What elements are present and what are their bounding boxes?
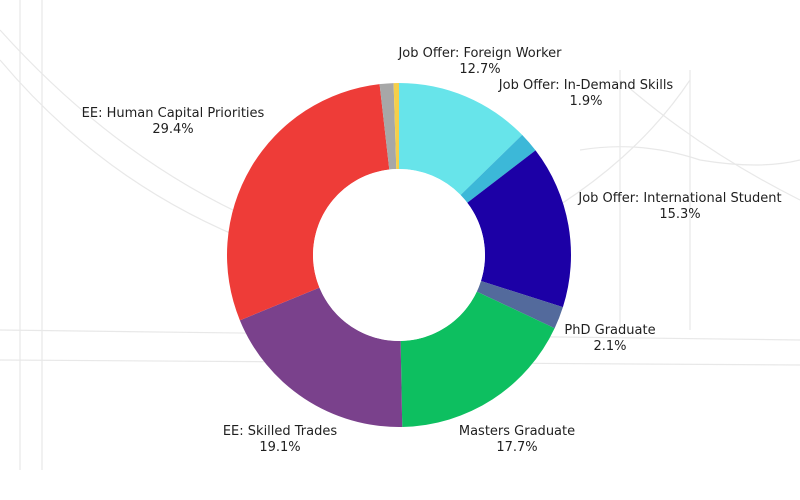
slice-value-phd-graduate: 2.1%: [593, 339, 626, 354]
slice-value-masters-graduate: 17.7%: [496, 440, 537, 455]
slice-label-masters-graduate: Masters Graduate: [459, 424, 575, 439]
slice-label-ee-skilled-trades: EE: Skilled Trades: [223, 424, 338, 439]
slice-job-offer-international-student: [467, 150, 572, 308]
slice-phd-graduate: [476, 281, 563, 329]
slice-label-job-offer-international-student: Job Offer: International Student: [577, 191, 781, 206]
slice-label-job-offer-foreign-worker: Job Offer: Foreign Worker: [397, 46, 562, 61]
slice-value-job-offer-in-demand-skills: 1.9%: [569, 94, 602, 109]
slice-label-ee-human-capital-priorities: EE: Human Capital Priorities: [82, 106, 265, 121]
slice-ee-human-capital-priorities: [227, 84, 390, 321]
donut-slices: [227, 83, 572, 428]
slice-job-offer-in-demand-skills: [460, 134, 536, 203]
slice-job-offer-foreign-worker: [399, 83, 523, 195]
slice-unlabeled-8: [393, 83, 399, 170]
slice-ee-skilled-trades: [239, 287, 403, 428]
slice-label-phd-graduate: PhD Graduate: [564, 323, 655, 338]
slice-value-job-offer-foreign-worker: 12.7%: [459, 62, 500, 77]
slice-masters-graduate: [400, 291, 555, 427]
donut-hole: [313, 169, 485, 341]
slice-value-ee-skilled-trades: 19.1%: [259, 440, 300, 455]
slice-unlabeled-7: [379, 83, 397, 170]
slice-value-job-offer-international-student: 15.3%: [659, 207, 700, 222]
slice-label-job-offer-in-demand-skills: Job Offer: In-Demand Skills: [498, 78, 674, 93]
slice-value-ee-human-capital-priorities: 29.4%: [152, 122, 193, 137]
